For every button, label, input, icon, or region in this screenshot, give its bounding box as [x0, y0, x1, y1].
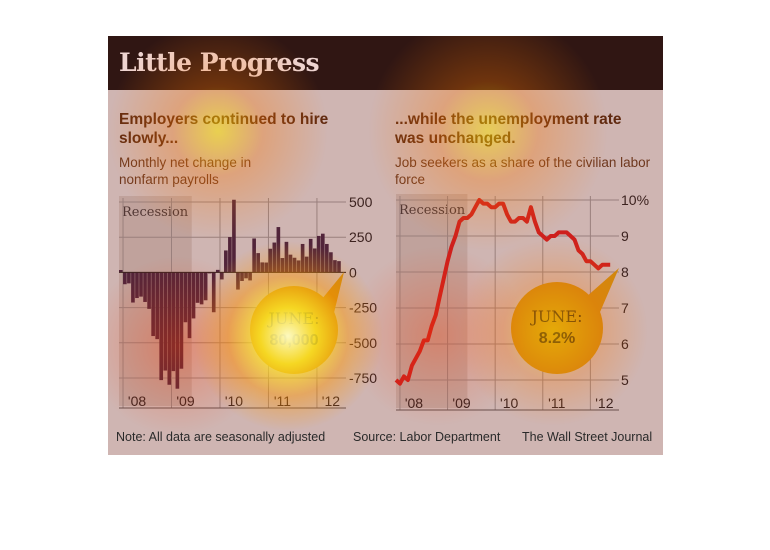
x-tick-label: '08 [405, 395, 423, 411]
bar [248, 272, 252, 281]
bar [325, 243, 329, 273]
charts-canvas: Recession 500 250 0 -250 -500 -750 '08 '09 '10 '11… [119, 192, 649, 411]
bar [219, 272, 224, 280]
bar [135, 272, 139, 299]
x-tick-label: '11 [274, 393, 291, 409]
bar [284, 241, 289, 273]
bar [276, 227, 281, 273]
bar [232, 199, 236, 273]
bar [211, 272, 216, 313]
payrolls-chart: Recession 500 250 0 -250 -500 -750 '08 '09 '10 '11… [119, 194, 377, 409]
y-tick-label: 9 [621, 228, 629, 244]
bar [143, 272, 147, 302]
bar [187, 272, 192, 339]
bar [308, 238, 313, 273]
bar [199, 272, 204, 305]
callout-bubble [250, 286, 338, 374]
callout-value: 8.2% [539, 330, 575, 347]
bar [203, 272, 208, 301]
bar [131, 272, 135, 303]
y-tick-label: 5 [621, 372, 629, 388]
y-tick-label: 250 [349, 229, 373, 245]
y-tick-label: 0 [349, 264, 357, 280]
bar [288, 254, 293, 273]
callout-label: JUNE: [530, 307, 583, 326]
bar [127, 272, 131, 284]
y-tick-label: 7 [621, 300, 629, 316]
bar [296, 260, 301, 273]
bar [312, 248, 317, 273]
bar [159, 272, 164, 381]
bar [236, 272, 240, 290]
bar [147, 272, 151, 309]
bar [337, 261, 341, 273]
bar [272, 242, 277, 273]
bar [123, 272, 127, 285]
x-tick-label: '10 [500, 395, 518, 411]
bar [244, 272, 248, 279]
chart-figure: Little Progress Employers continued to h… [108, 36, 663, 455]
bar [300, 243, 305, 273]
bar [139, 272, 143, 297]
x-tick-label: '12 [322, 393, 340, 409]
x-tick-label: '10 [225, 393, 243, 409]
bar [175, 272, 180, 389]
bar [163, 272, 168, 371]
y-tick-label: 10% [621, 192, 649, 208]
callout-bubble [511, 282, 603, 374]
bar [155, 272, 159, 340]
bar [195, 272, 200, 303]
bar [260, 262, 265, 273]
bar [252, 238, 256, 273]
y-tick-label: 500 [349, 194, 373, 210]
bar [240, 272, 244, 281]
recession-label: Recession [122, 205, 189, 220]
bar [268, 248, 273, 273]
bar [183, 272, 188, 323]
bar [320, 233, 325, 273]
bar [316, 235, 321, 273]
bar [228, 237, 232, 273]
x-tick-label: '12 [595, 395, 613, 411]
y-tick-label: 6 [621, 336, 629, 352]
publisher-credit: The Wall Street Journal [522, 430, 653, 444]
x-tick-label: '11 [548, 395, 565, 411]
y-tick-label: -750 [349, 370, 377, 386]
callout-label: JUNE: [267, 309, 320, 328]
x-tick-label: '09 [452, 395, 470, 411]
x-tick-label: '08 [128, 393, 146, 409]
y-tick-label: -250 [349, 300, 377, 316]
bar [292, 257, 297, 273]
bar [333, 260, 337, 273]
footnote: Note: All data are seasonally adjusted [116, 430, 326, 444]
bar [329, 252, 333, 273]
bar [256, 253, 260, 273]
x-tick-label: '09 [176, 393, 194, 409]
bar [179, 272, 184, 369]
y-tick-label: 8 [621, 264, 629, 280]
bar [304, 256, 309, 273]
bar [191, 272, 196, 319]
bar [171, 272, 176, 372]
unemployment-chart: Recession 10% 9 8 7 6 5 '08 '09 '10 '11 '12 JUNE: 8.2… [394, 192, 649, 411]
bar [264, 262, 269, 273]
bar [280, 258, 285, 273]
callout-value: 80,000 [270, 332, 319, 349]
source-credit: Source: Labor Department [353, 430, 501, 444]
bar [167, 272, 172, 385]
y-tick-label: -500 [349, 335, 377, 351]
recession-label: Recession [399, 203, 466, 218]
bar [151, 272, 155, 337]
bar [224, 250, 228, 273]
